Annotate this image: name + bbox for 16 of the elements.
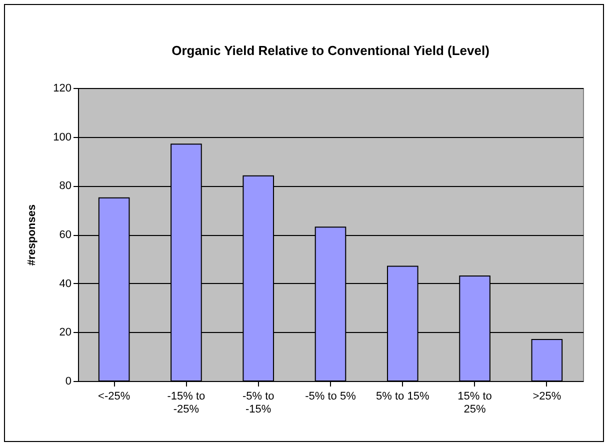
x-tick-label: 5% to 15% xyxy=(376,390,430,402)
y-tick-label: 120 xyxy=(53,82,72,94)
x-tick-label: <-25% xyxy=(98,390,130,402)
x-tick-label: -5% to -15% xyxy=(242,390,274,416)
y-tick-label: 20 xyxy=(59,326,72,339)
x-tick-label: -5% to 5% xyxy=(305,390,356,402)
y-tick-label: 80 xyxy=(59,180,72,192)
y-tick-label: 60 xyxy=(59,229,72,241)
chart-title: Organic Yield Relative to Conventional Yield (Level) xyxy=(172,43,490,58)
x-tick-label: 15% to 25% xyxy=(458,390,492,416)
x-tick-label: >25% xyxy=(532,390,562,402)
y-tick-label: 40 xyxy=(59,278,72,290)
y-tick-label: 100 xyxy=(53,131,72,144)
x-tick-label: -15% to -25% xyxy=(167,390,206,416)
y-tick-label: 0 xyxy=(65,376,72,388)
y-axis-title: #responses xyxy=(26,204,38,266)
